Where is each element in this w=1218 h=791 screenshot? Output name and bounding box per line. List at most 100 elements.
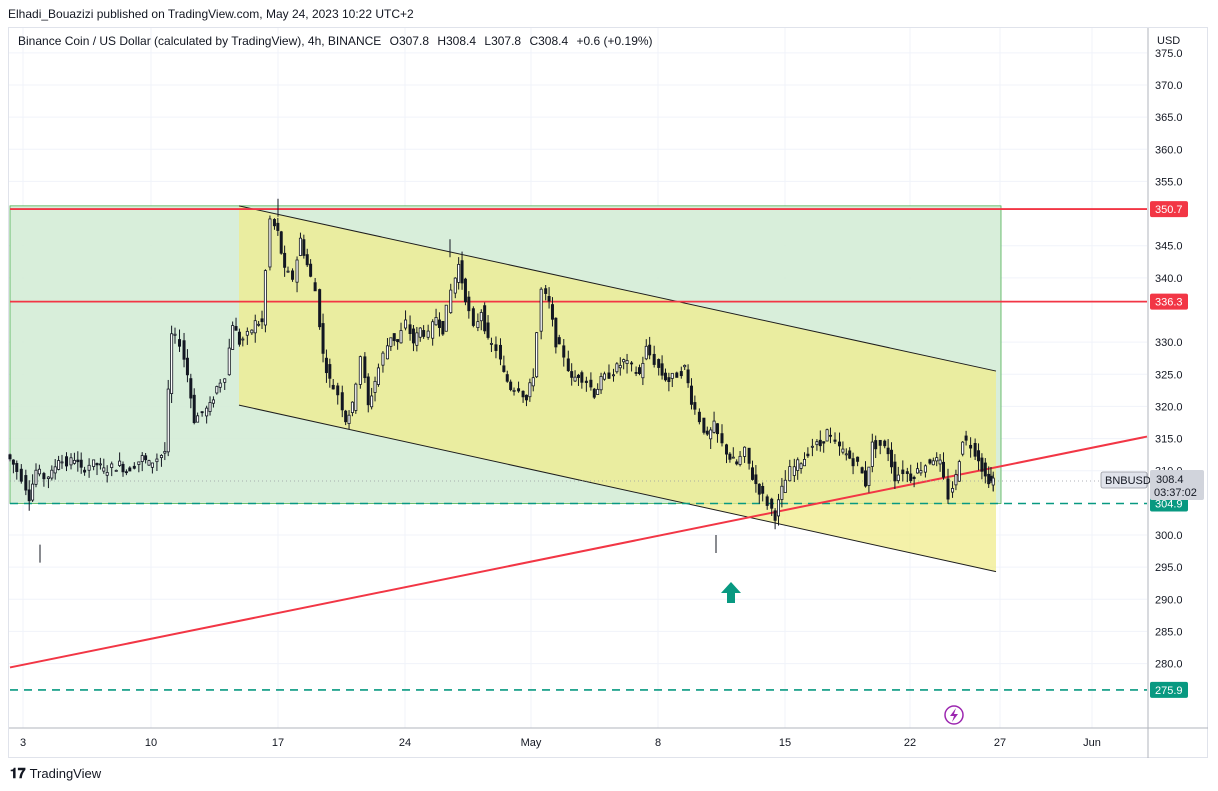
low-value: L307.8	[484, 34, 522, 48]
candle-body	[173, 333, 177, 336]
y-tick-label: 280.0	[1155, 659, 1183, 671]
up-arrow-icon	[721, 582, 741, 603]
candle-body	[611, 374, 615, 377]
candle-body	[735, 461, 739, 465]
candle-body	[8, 454, 12, 460]
footer-brand[interactable]: 𝟏𝟕 TradingView	[10, 765, 101, 782]
x-tick-label: May	[521, 737, 542, 749]
current-price-text: 308.4	[1156, 474, 1184, 486]
candle-body	[463, 278, 467, 303]
candle-body	[354, 383, 358, 411]
candle-body	[928, 459, 932, 464]
candle-body	[773, 510, 777, 521]
candle-body	[502, 365, 506, 372]
candle-body	[118, 460, 122, 466]
y-tick-label: 315.0	[1155, 434, 1183, 446]
candle-body	[50, 469, 54, 479]
candle-body	[957, 461, 961, 482]
candle-body	[250, 329, 254, 334]
candle-body	[182, 340, 186, 360]
candle-body	[660, 363, 664, 376]
candle-body	[557, 337, 561, 345]
candle-body	[441, 320, 445, 335]
publisher-line: Elhadi_Bouazizi published on TradingView…	[8, 7, 414, 21]
candle-body	[460, 260, 464, 284]
candle-body	[517, 388, 521, 392]
candle-body	[851, 458, 855, 467]
candle-body	[42, 473, 46, 480]
candle-body	[389, 337, 393, 347]
candle-body	[589, 379, 593, 388]
candle-body	[76, 459, 80, 463]
lightning-icon[interactable]	[944, 705, 964, 725]
candle-body	[844, 453, 848, 456]
x-tick-label: Jun	[1083, 737, 1101, 749]
candle-body	[305, 254, 309, 266]
y-tick-label: 365.0	[1155, 112, 1183, 124]
candle-body	[137, 461, 141, 465]
candle-body	[648, 344, 652, 356]
currency-label: USD	[1157, 35, 1180, 47]
candle-body	[539, 288, 543, 332]
candle-body	[392, 333, 396, 342]
candle-body	[951, 488, 955, 493]
candle-body	[828, 434, 832, 437]
current-price-badge	[1150, 470, 1204, 500]
candle-body	[941, 461, 945, 478]
candle-body	[641, 362, 645, 379]
candle-body	[257, 323, 261, 326]
chart-frame	[8, 27, 1208, 758]
candle-body	[471, 308, 475, 326]
candle-body	[916, 468, 920, 474]
candle-body	[697, 411, 701, 423]
candle-body	[765, 496, 769, 506]
candle-body	[738, 455, 742, 465]
candle-body	[524, 394, 528, 401]
x-tick-label: 17	[272, 737, 284, 749]
candle-body	[163, 451, 167, 454]
candle-body	[328, 364, 332, 379]
candle-body	[223, 378, 227, 383]
candle-body	[715, 423, 719, 435]
symbol-legend: Binance Coin / US Dollar (calculated by …	[18, 34, 653, 48]
candle-body	[231, 325, 235, 350]
candle-body	[286, 270, 290, 273]
candle-body	[331, 384, 335, 390]
candle-body	[344, 410, 348, 423]
channel-upper-line	[238, 205, 997, 372]
candle-body	[802, 458, 806, 467]
candle-body	[404, 319, 408, 329]
candle-body	[453, 277, 457, 294]
candle-body	[822, 441, 826, 444]
candle-body	[886, 447, 890, 455]
candle-body	[237, 331, 241, 345]
candle-body	[893, 461, 897, 482]
candle-body	[166, 388, 170, 453]
candle-body	[98, 463, 102, 466]
candle-body	[192, 394, 196, 424]
candle-body	[15, 463, 19, 472]
candle-body	[689, 385, 693, 405]
candle-body	[896, 474, 900, 482]
candle-body	[444, 304, 448, 332]
level-badge-text: 275.9	[1155, 685, 1183, 697]
candle-body	[584, 380, 588, 383]
candle-body	[215, 386, 219, 394]
x-tick-label: 27	[994, 737, 1006, 749]
candle-body	[841, 448, 845, 453]
candle-body	[596, 388, 600, 395]
candle-body	[780, 485, 784, 500]
candle-body	[426, 330, 430, 338]
candle-body	[751, 467, 755, 480]
candle-body	[272, 219, 276, 227]
candle-body	[34, 469, 38, 485]
y-tick-label: 340.0	[1155, 273, 1183, 285]
level-badge-text: 350.7	[1155, 204, 1183, 216]
candle-body	[961, 441, 965, 455]
candle-body	[663, 372, 667, 381]
candle-body	[566, 358, 570, 372]
candle-body	[622, 359, 626, 363]
candle-body	[747, 447, 751, 464]
candle-body	[295, 259, 299, 283]
